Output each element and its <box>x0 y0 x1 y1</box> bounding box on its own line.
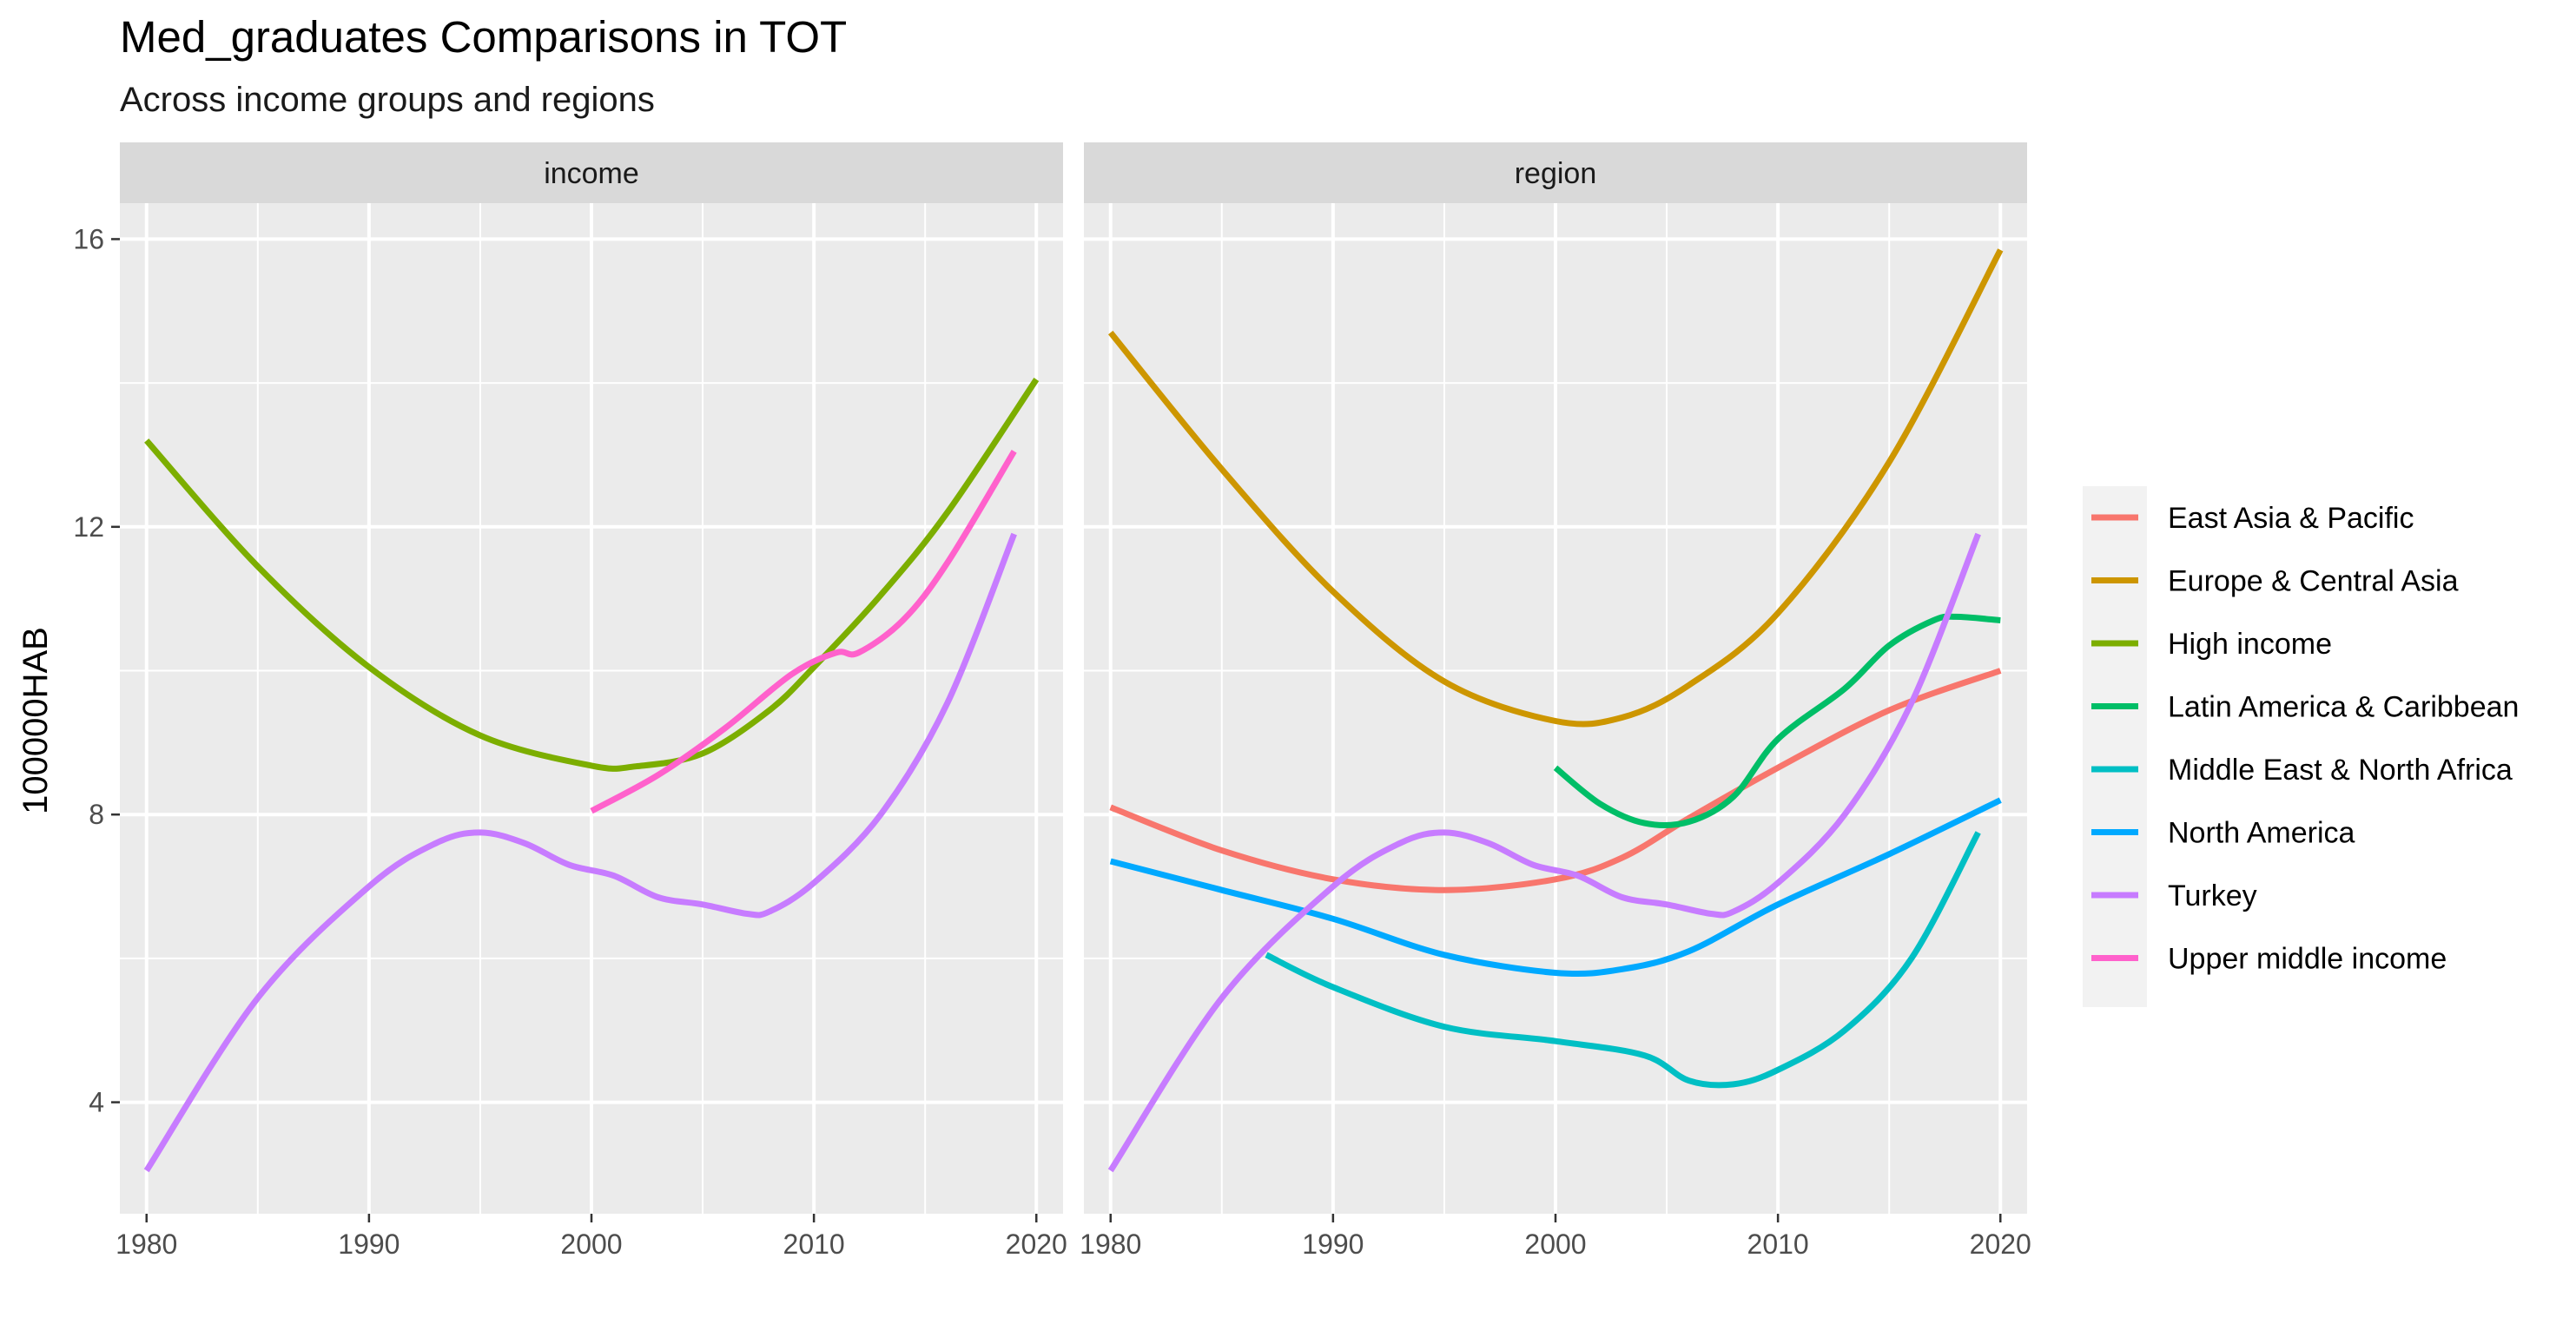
legend-item-east-asia-and-pacific: East Asia & Pacific <box>2091 502 2414 535</box>
series-line-high-income <box>144 378 1040 772</box>
series-line-turkey <box>143 532 1017 1173</box>
x-tick-label: 1990 <box>1302 1228 1364 1260</box>
legend-item-upper-middle-income: Upper middle income <box>2091 943 2447 976</box>
facet-strip <box>120 142 1063 203</box>
x-tick-label: 1990 <box>338 1228 400 1260</box>
legend-item-north-america: North America <box>2091 817 2355 850</box>
x-tick-label: 2020 <box>1006 1228 1067 1260</box>
panel-region: region 1980 1990 2000 2010 2020 <box>1080 142 2031 1260</box>
legend-label: Turkey <box>2168 879 2257 912</box>
legend-label: Upper middle income <box>2168 943 2447 976</box>
facet-strip-label: income <box>544 157 639 190</box>
x-tick-label: 1980 <box>1080 1228 1141 1260</box>
series-line-turkey <box>1107 532 1981 1173</box>
series-line-europe-and-central-asia <box>1107 248 2004 728</box>
legend-item-latin-america-and-caribbean: Latin America & Caribbean <box>2091 691 2519 724</box>
legend-item-europe-and-central-asia: Europe & Central Asia <box>2091 565 2459 598</box>
facet-strip-label: region <box>1515 157 1597 190</box>
chart-title: Med_graduates Comparisons in TOT <box>120 12 847 62</box>
legend-label: High income <box>2168 628 2332 661</box>
series-line-latin-america-and-caribbean <box>1553 613 2001 829</box>
x-tick-label: 2010 <box>783 1228 845 1260</box>
x-tick-label: 2020 <box>1970 1228 2031 1260</box>
facet-strip <box>1084 142 2027 203</box>
legend: East Asia & Pacific Europe & Central Asia… <box>2083 486 2519 1007</box>
y-tick-label: 4 <box>89 1087 104 1118</box>
series-line-east-asia-and-pacific <box>1109 668 2002 893</box>
chart-subtitle: Across income groups and regions <box>120 81 655 119</box>
legend-item-turkey: Turkey <box>2091 879 2257 912</box>
series-line-middle-east-and-north-africa <box>1265 831 1981 1089</box>
x-tick-label: 2000 <box>1524 1228 1586 1260</box>
x-tick-label: 2000 <box>560 1228 622 1260</box>
legend-key-background <box>2083 486 2147 1007</box>
y-tick-label: 16 <box>73 223 104 254</box>
series-line-upper-middle-income <box>590 449 1017 814</box>
legend-item-high-income: High income <box>2091 628 2332 661</box>
y-tick-label: 12 <box>73 511 104 543</box>
legend-label: Middle East & North Africa <box>2168 754 2513 787</box>
x-tick-label: 2010 <box>1747 1228 1809 1260</box>
legend-label: North America <box>2168 817 2355 850</box>
x-tick-label: 1980 <box>116 1228 177 1260</box>
y-tick-label: 8 <box>89 799 104 830</box>
series-line-north-america <box>1109 797 2002 978</box>
facet-panels: income 1980 1990 2000 2010 2020 4 8 12 16 region 19… <box>73 142 2031 1260</box>
y-axis-title: 100000HAB <box>17 627 55 814</box>
legend-label: Latin America & Caribbean <box>2168 691 2519 724</box>
legend-label: East Asia & Pacific <box>2168 502 2414 535</box>
panel-income: income 1980 1990 2000 2010 2020 4 8 12 16 <box>73 142 1067 1260</box>
legend-item-middle-east-and-north-africa: Middle East & North Africa <box>2091 754 2513 787</box>
legend-label: Europe & Central Asia <box>2168 565 2459 598</box>
